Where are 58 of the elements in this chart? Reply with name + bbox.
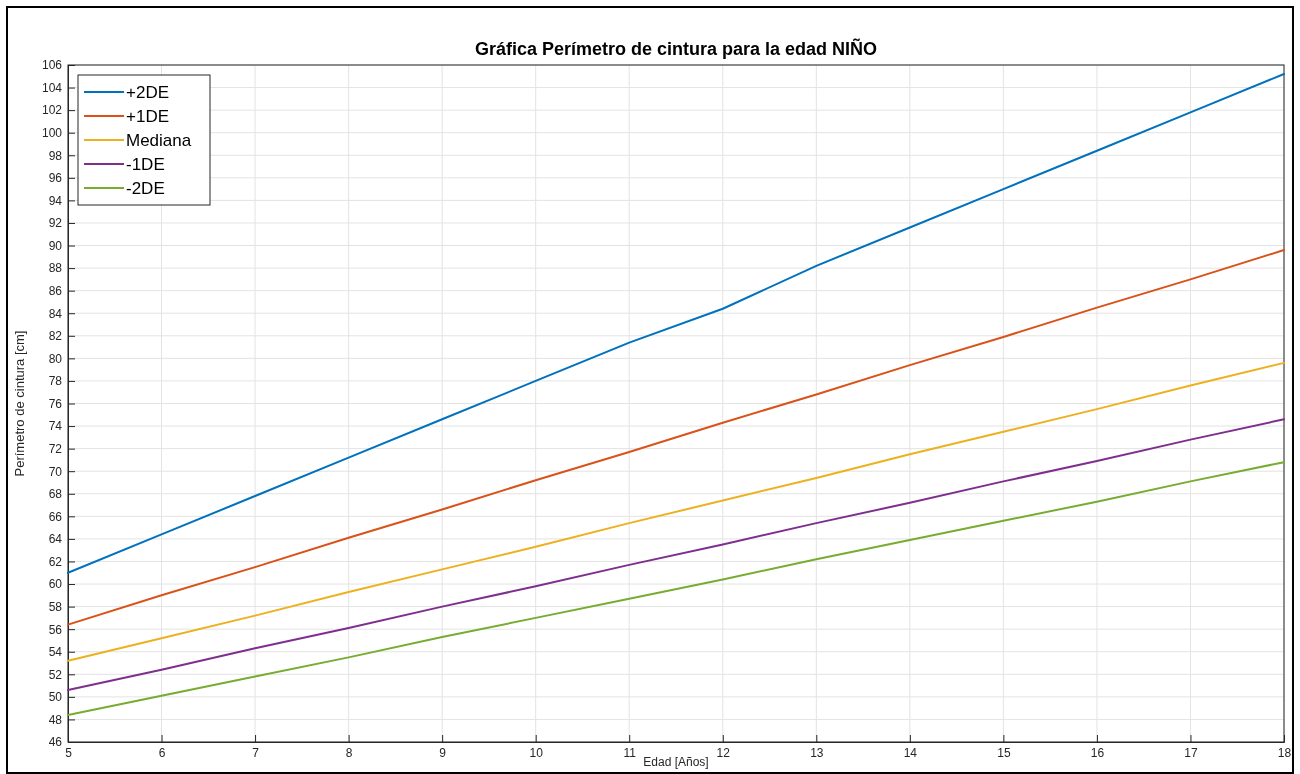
y-tick-label: 78 bbox=[48, 374, 63, 389]
y-tick-label: 72 bbox=[48, 441, 63, 456]
y-tick-label: 56 bbox=[48, 622, 63, 637]
x-tick-label: 18 bbox=[1277, 745, 1292, 760]
x-tick-label: 7 bbox=[252, 745, 260, 760]
y-tick-label: 46 bbox=[48, 735, 63, 750]
x-tick-label: 8 bbox=[345, 745, 353, 760]
y-axis-title: Perímetro de cintura [cm] bbox=[12, 330, 27, 477]
y-tick-label: 60 bbox=[48, 577, 63, 592]
x-tick-label: 16 bbox=[1090, 745, 1105, 760]
y-tick-label: 98 bbox=[48, 148, 63, 163]
y-tick-label: 76 bbox=[48, 396, 63, 411]
x-tick-label: 17 bbox=[1184, 745, 1198, 760]
y-tick-label: 58 bbox=[48, 599, 63, 614]
y-tick-label: 64 bbox=[48, 532, 63, 547]
x-tick-label: 9 bbox=[439, 745, 447, 760]
legend-label: Mediana bbox=[126, 131, 192, 150]
legend-label: -1DE bbox=[126, 155, 165, 174]
y-tick-label: 88 bbox=[48, 261, 63, 276]
line-series bbox=[67, 249, 1285, 626]
x-tick-label: 13 bbox=[810, 745, 824, 760]
line-series bbox=[67, 461, 1285, 716]
y-tick-label: 70 bbox=[48, 464, 63, 479]
y-tick-label: 100 bbox=[41, 126, 63, 141]
legend-label: -2DE bbox=[126, 179, 165, 198]
legend-label: +1DE bbox=[126, 107, 169, 126]
y-tick-label: 50 bbox=[48, 690, 63, 705]
y-tick-label: 80 bbox=[48, 351, 63, 366]
y-tick-label: 74 bbox=[48, 419, 63, 434]
y-tick-label: 104 bbox=[41, 80, 63, 95]
y-tick-label: 86 bbox=[48, 284, 63, 299]
chart-title: Gráfica Perímetro de cintura para la edad NIÑO bbox=[474, 38, 878, 59]
y-tick-label: 102 bbox=[41, 103, 63, 118]
x-tick-label: 10 bbox=[529, 745, 544, 760]
line-series bbox=[67, 73, 1285, 574]
y-tick-label: 52 bbox=[48, 667, 63, 682]
x-tick-label: 5 bbox=[65, 745, 73, 760]
y-tick-label: 82 bbox=[48, 329, 63, 344]
y-tick-label: 62 bbox=[48, 554, 63, 569]
line-series bbox=[67, 361, 1285, 662]
y-tick-label: 48 bbox=[48, 712, 63, 727]
x-tick-label: 11 bbox=[623, 745, 637, 760]
x-tick-label: 6 bbox=[158, 745, 166, 760]
x-tick-label: 14 bbox=[903, 745, 918, 760]
y-tick-label: 90 bbox=[48, 238, 63, 253]
y-tick-label: 66 bbox=[48, 509, 63, 524]
line-series bbox=[67, 418, 1285, 692]
y-tick-label: 94 bbox=[48, 193, 63, 208]
y-tick-label: 68 bbox=[48, 487, 63, 502]
y-tick-label: 96 bbox=[48, 171, 63, 186]
x-axis-title: Edad [Años] bbox=[643, 755, 709, 769]
legend-label: +2DE bbox=[126, 83, 169, 102]
y-tick-label: 92 bbox=[48, 216, 63, 231]
y-tick-label: 54 bbox=[48, 645, 63, 660]
y-tick-label: 84 bbox=[48, 306, 63, 321]
x-tick-label: 12 bbox=[716, 745, 731, 760]
x-tick-label: 15 bbox=[997, 745, 1011, 760]
y-tick-label: 106 bbox=[41, 58, 63, 73]
